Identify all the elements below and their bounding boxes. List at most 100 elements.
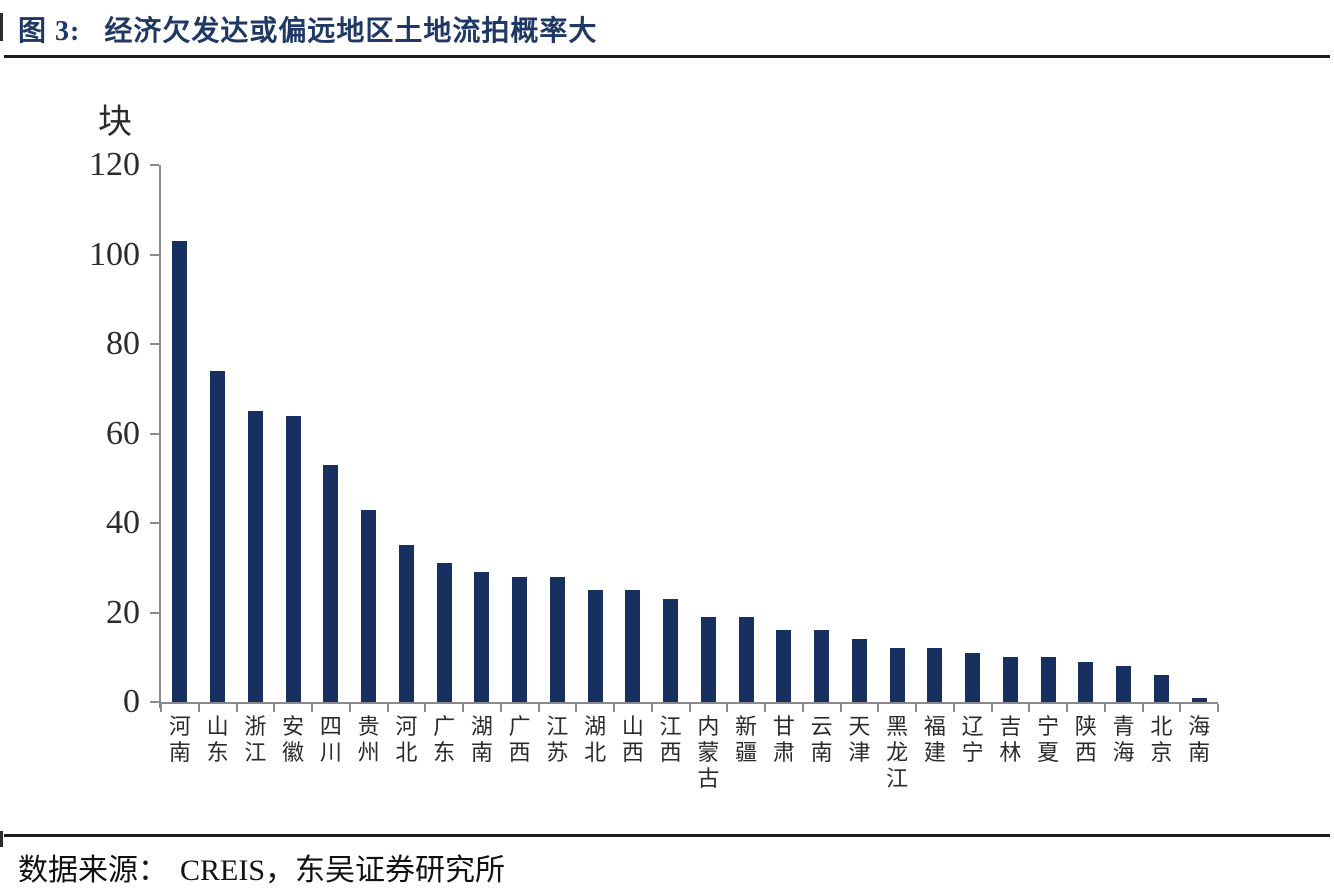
x-axis-tick xyxy=(575,704,578,712)
x-axis-label: 青海 xyxy=(1112,714,1135,765)
figure-title-text: 经济欠发达或偏远地区土地流拍概率大 xyxy=(104,16,598,47)
bar xyxy=(965,652,981,702)
x-axis-label: 江苏 xyxy=(546,714,569,765)
x-axis-label: 河北 xyxy=(395,714,418,765)
figure-title: 图 3: 经济欠发达或偏远地区土地流拍概率大 xyxy=(18,9,597,49)
bar xyxy=(172,241,188,702)
x-axis-label: 山西 xyxy=(621,714,644,765)
x-axis-tick xyxy=(1217,704,1219,712)
y-axis-tick xyxy=(150,253,159,256)
figure-number-label: 图 3: xyxy=(18,16,81,47)
data-source-label: 数据来源： xyxy=(18,854,168,887)
y-axis-tick-label: 0 xyxy=(123,683,140,720)
x-axis-tick xyxy=(688,704,691,712)
title-left-border xyxy=(0,13,3,41)
bar xyxy=(1153,675,1169,702)
x-axis-tick xyxy=(801,704,804,712)
x-axis-label: 海南 xyxy=(1188,714,1211,765)
x-axis-tick xyxy=(1141,704,1144,712)
y-axis-tick xyxy=(150,611,159,614)
y-axis-tick-label: 100 xyxy=(89,235,140,273)
bar xyxy=(587,590,603,702)
bar xyxy=(889,648,905,702)
bar xyxy=(1191,697,1207,702)
x-axis-label: 山东 xyxy=(206,714,229,765)
bar xyxy=(851,639,867,702)
footer-left-border xyxy=(0,831,3,847)
bar xyxy=(210,370,226,702)
x-axis-tick xyxy=(311,704,313,712)
plot-area xyxy=(161,165,1218,702)
x-axis-tick xyxy=(764,704,766,712)
y-axis-tick-label: 20 xyxy=(106,593,140,631)
bar xyxy=(814,630,830,702)
bar xyxy=(398,545,414,702)
x-axis-tick xyxy=(915,704,917,712)
bar xyxy=(663,599,679,702)
x-axis-label: 贵州 xyxy=(357,714,380,765)
x-axis-tick xyxy=(537,704,540,712)
title-divider-rule xyxy=(4,55,1330,58)
x-axis-label: 云南 xyxy=(810,714,833,765)
x-axis-tick xyxy=(235,704,238,712)
x-axis-tick xyxy=(1179,704,1182,712)
x-axis-label: 湖南 xyxy=(470,714,493,765)
x-axis-label: 浙江 xyxy=(244,714,267,765)
bar xyxy=(285,415,301,702)
x-axis-label: 四川 xyxy=(319,714,342,765)
x-axis-label: 广西 xyxy=(508,714,531,765)
x-axis-label: 内蒙古 xyxy=(697,714,720,791)
x-axis-label: 宁夏 xyxy=(1037,714,1060,765)
bar xyxy=(436,563,452,702)
bar xyxy=(1116,666,1132,702)
x-axis-label: 江西 xyxy=(659,714,682,765)
x-axis-tick xyxy=(197,704,200,712)
x-axis-label: 甘肃 xyxy=(772,714,795,765)
bar xyxy=(247,411,263,702)
x-axis-line xyxy=(159,702,1218,704)
x-axis-tick xyxy=(990,704,993,712)
y-axis-unit-label: 块 xyxy=(98,104,132,141)
y-axis-tick xyxy=(150,164,159,166)
bar xyxy=(1078,661,1094,702)
y-axis-tick-label: 120 xyxy=(89,146,140,183)
x-axis-tick xyxy=(952,704,955,712)
x-axis-tick xyxy=(726,704,729,712)
x-axis-label: 湖北 xyxy=(584,714,607,765)
x-axis-tick xyxy=(1066,704,1068,712)
x-axis-tick xyxy=(499,704,502,712)
x-axis-tick xyxy=(348,704,351,712)
x-axis-tick xyxy=(1028,704,1031,712)
bar xyxy=(1040,657,1056,702)
y-axis-line xyxy=(159,165,161,708)
x-axis-label: 天津 xyxy=(848,714,871,765)
y-axis-tick-label: 80 xyxy=(106,325,140,362)
x-axis-label: 吉林 xyxy=(999,714,1022,765)
x-axis-tick xyxy=(613,704,615,712)
x-axis-label: 安徽 xyxy=(282,714,305,765)
x-axis-label: 黑龙江 xyxy=(886,714,909,791)
x-axis-tick xyxy=(650,704,653,712)
bar xyxy=(625,590,641,702)
y-axis-tick xyxy=(150,522,159,524)
y-axis-tick xyxy=(150,343,159,345)
y-axis-tick xyxy=(150,432,159,435)
x-axis-label: 广东 xyxy=(433,714,456,765)
bar xyxy=(776,630,792,702)
y-axis-tick-label: 60 xyxy=(106,414,140,452)
x-axis-label: 陕西 xyxy=(1074,714,1097,765)
x-axis-tick xyxy=(839,704,842,712)
bar xyxy=(738,617,754,702)
bar xyxy=(474,572,490,702)
bar xyxy=(361,509,377,702)
x-axis-tick xyxy=(160,704,162,712)
data-source: 数据来源： CREIS，东吴证券研究所 xyxy=(18,845,505,889)
x-axis-label: 福建 xyxy=(923,714,946,765)
x-axis-tick xyxy=(273,704,276,712)
footer-divider-rule xyxy=(4,834,1330,837)
bar xyxy=(323,464,339,702)
x-axis-tick xyxy=(386,704,389,712)
bar xyxy=(927,648,943,702)
bar xyxy=(1002,657,1018,702)
